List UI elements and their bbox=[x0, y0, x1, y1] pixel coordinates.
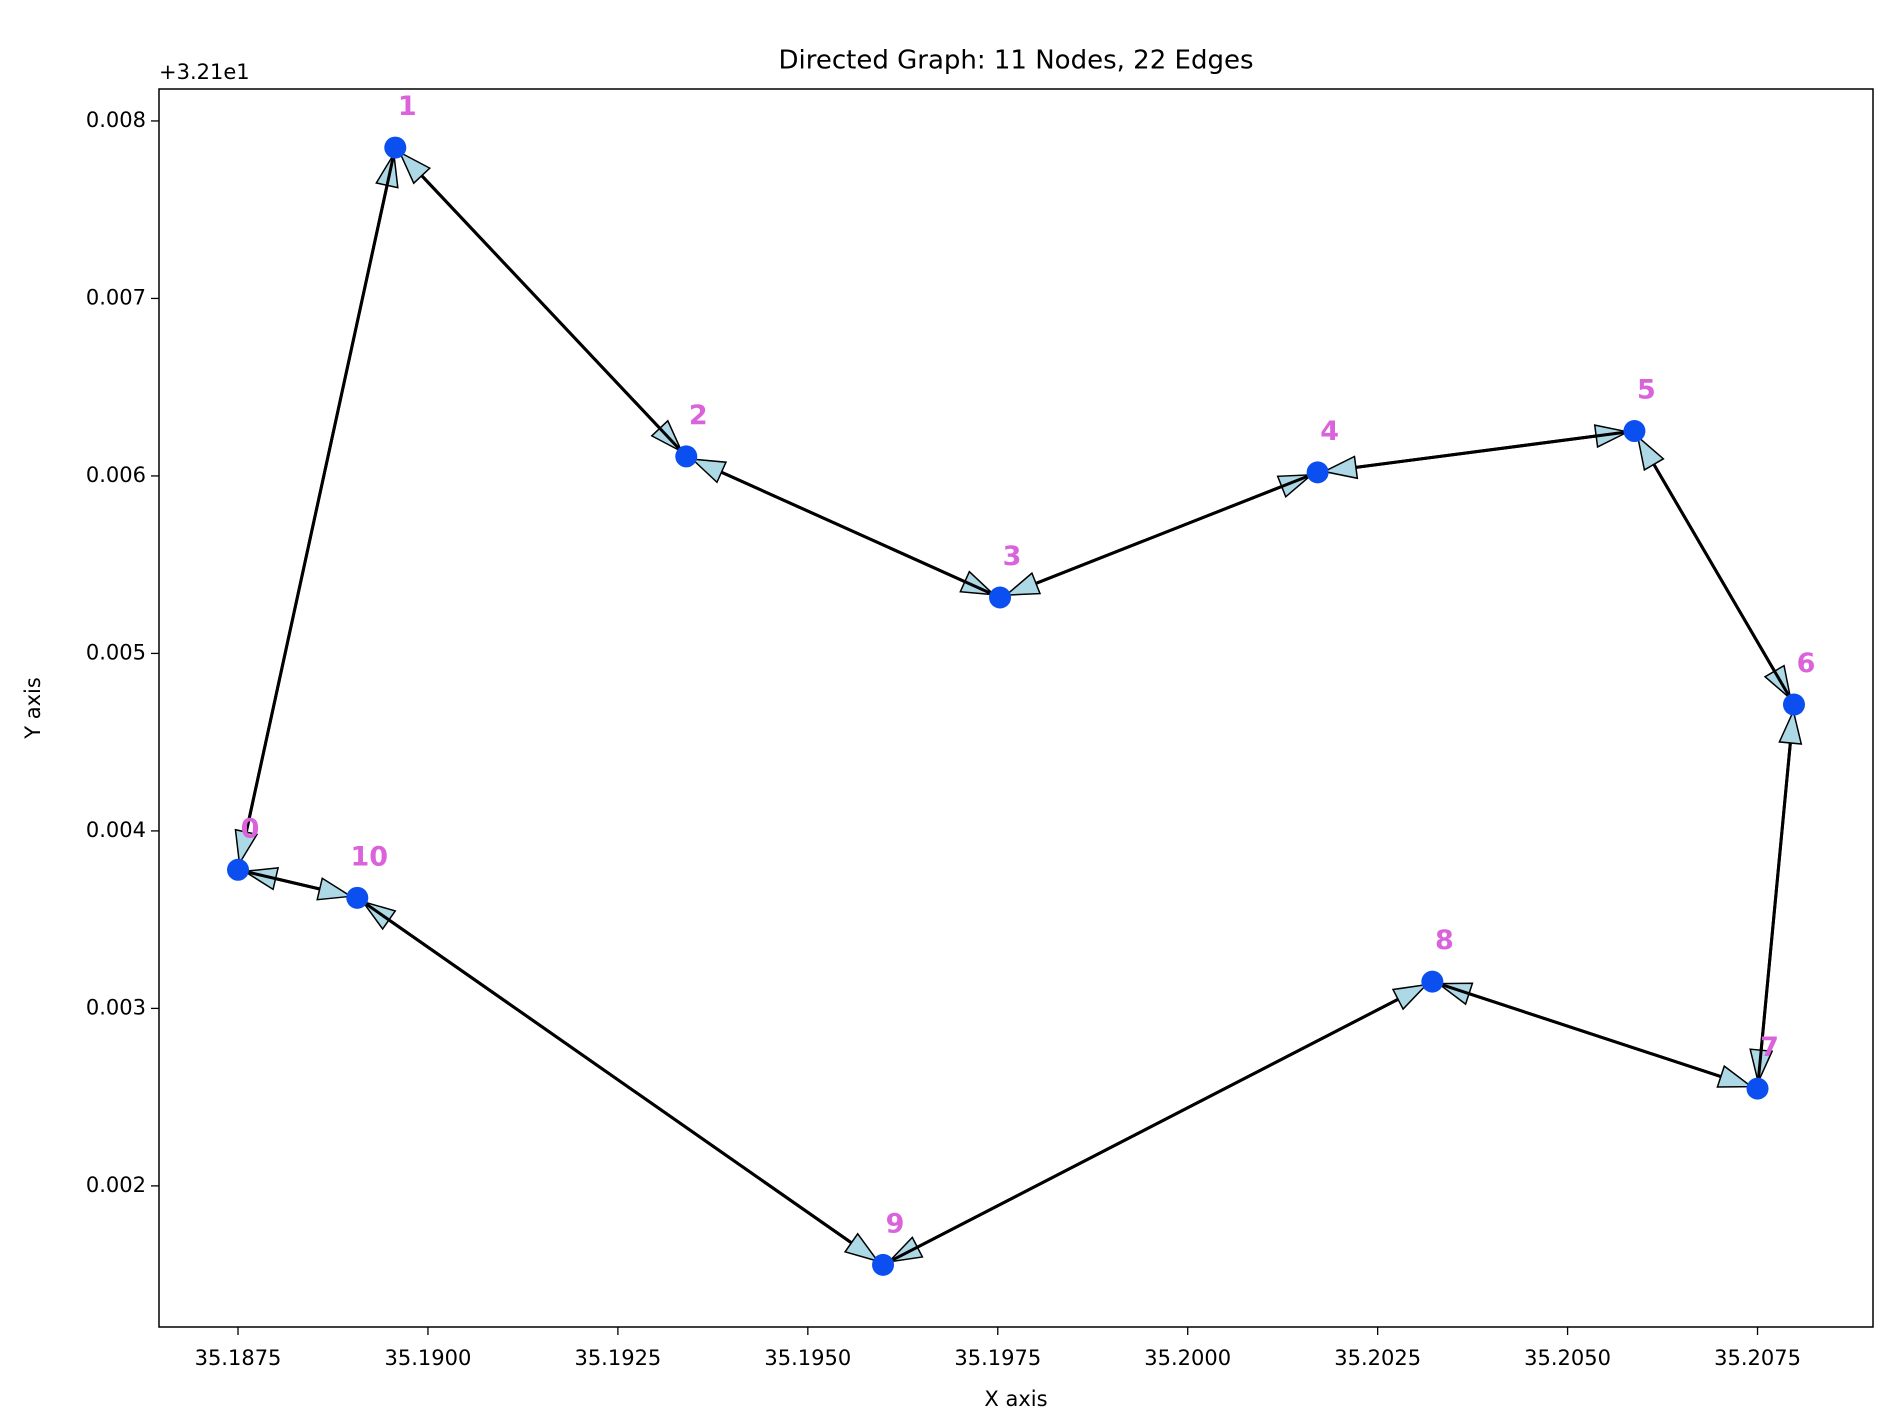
node-label: 6 bbox=[1797, 648, 1816, 679]
x-tick-label: 35.1875 bbox=[195, 1346, 282, 1370]
y-tick-label: 0.005 bbox=[86, 640, 146, 664]
edge bbox=[1431, 980, 1722, 1078]
node bbox=[675, 445, 698, 468]
arrow-head bbox=[234, 828, 259, 866]
y-axis-label: Y axis bbox=[21, 677, 45, 740]
edge bbox=[720, 470, 1001, 599]
arrow-head bbox=[690, 458, 728, 484]
arrow-head bbox=[1778, 708, 1803, 745]
chart-title: Directed Graph: 11 Nodes, 22 Edges bbox=[779, 46, 1254, 76]
node bbox=[1421, 970, 1444, 993]
node bbox=[989, 586, 1012, 609]
node-label: 5 bbox=[1637, 375, 1656, 406]
y-tick-label: 0.007 bbox=[86, 285, 146, 309]
y-tick-label: 0.008 bbox=[86, 108, 146, 132]
x-tick-label: 35.2025 bbox=[1334, 1346, 1421, 1370]
arrow-head bbox=[843, 1232, 880, 1263]
x-tick-label: 35.2075 bbox=[1714, 1346, 1801, 1370]
node bbox=[872, 1253, 895, 1276]
node-label: 3 bbox=[1003, 541, 1022, 572]
x-tick-label: 35.1950 bbox=[764, 1346, 851, 1370]
edge bbox=[420, 174, 688, 458]
node-label: 7 bbox=[1760, 1032, 1779, 1063]
x-tick-label: 35.1900 bbox=[385, 1346, 472, 1370]
node bbox=[1306, 461, 1329, 484]
arrow-head bbox=[1716, 1064, 1754, 1088]
y-offset-label: +3.21e1 bbox=[159, 60, 250, 84]
node bbox=[384, 136, 407, 159]
edge bbox=[1652, 463, 1796, 706]
y-tick-label: 0.006 bbox=[86, 463, 146, 487]
node bbox=[1623, 420, 1646, 443]
plot-frame bbox=[158, 88, 1874, 1328]
node-label: 10 bbox=[351, 841, 389, 872]
node-label: 4 bbox=[1320, 416, 1339, 447]
x-tick-label: 35.1975 bbox=[954, 1346, 1041, 1370]
arrow-head bbox=[398, 150, 432, 185]
x-tick-label: 35.1925 bbox=[574, 1346, 661, 1370]
arrow-head bbox=[1391, 983, 1429, 1011]
node bbox=[346, 886, 369, 909]
edge bbox=[237, 868, 321, 891]
node bbox=[227, 858, 250, 881]
x-tick-label: 35.2000 bbox=[1144, 1346, 1231, 1370]
node-label: 0 bbox=[241, 813, 260, 844]
edge bbox=[1756, 742, 1792, 1089]
x-axis-label: X axis bbox=[984, 1387, 1047, 1411]
node bbox=[1782, 693, 1805, 716]
node-label: 8 bbox=[1435, 925, 1454, 956]
node bbox=[1746, 1077, 1769, 1100]
arrow-head bbox=[1321, 455, 1359, 480]
edge bbox=[1035, 470, 1319, 585]
edge bbox=[356, 896, 853, 1245]
arrow-head bbox=[1004, 571, 1042, 596]
node-label: 9 bbox=[886, 1208, 905, 1239]
arrow-head bbox=[1636, 434, 1665, 472]
node-label: 2 bbox=[689, 400, 708, 431]
y-tick-label: 0.004 bbox=[86, 818, 146, 842]
y-tick-label: 0.003 bbox=[86, 995, 146, 1019]
edge bbox=[1355, 429, 1635, 469]
edge bbox=[244, 147, 397, 833]
y-tick-label: 0.002 bbox=[86, 1173, 146, 1197]
node-label: 1 bbox=[398, 91, 417, 122]
arrow-head bbox=[316, 877, 354, 901]
edge bbox=[882, 997, 1399, 1267]
x-tick-label: 35.2050 bbox=[1524, 1346, 1611, 1370]
